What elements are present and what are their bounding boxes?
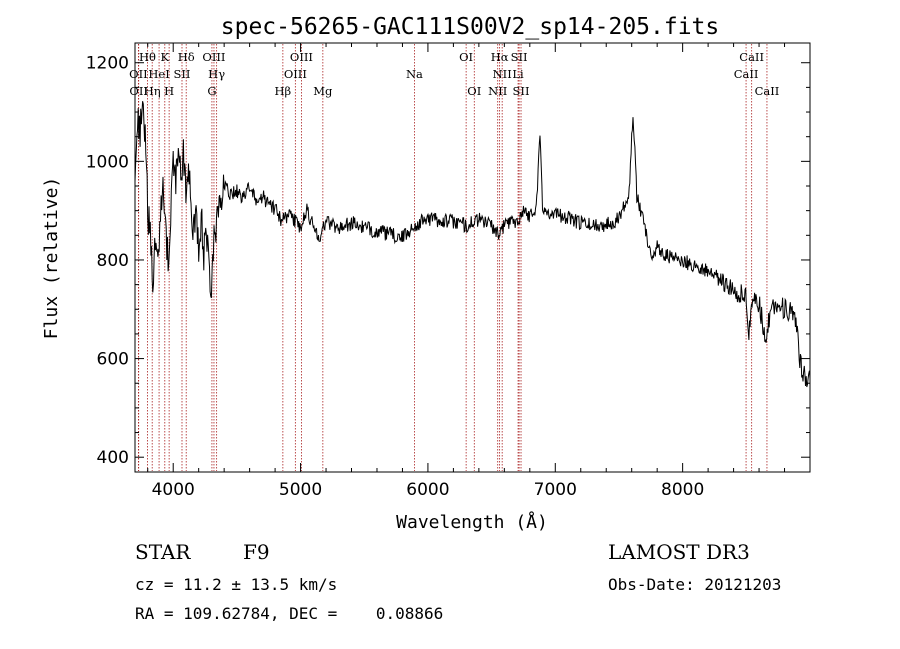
- y-tick-label: 400: [97, 448, 129, 468]
- y-tick-label: 600: [97, 350, 129, 370]
- spectral-line-label: NII: [493, 67, 512, 81]
- spectral-line-label: Na: [406, 67, 423, 81]
- spectral-line-label: Hη: [144, 84, 161, 98]
- y-tick-label: 1000: [86, 152, 129, 172]
- spectral-line-label: Hθ: [139, 50, 156, 64]
- spectral-line-label: Li: [512, 67, 524, 81]
- spectral-line-label: OII: [129, 67, 148, 81]
- x-tick-label: 7000: [534, 480, 577, 500]
- spectral-line-label: OIII: [284, 67, 307, 81]
- redshift-readout: cz = 11.2 ± 13.5 km/s: [135, 575, 338, 594]
- spectral-line-label: Mg: [313, 84, 333, 98]
- spectral-line-label: Hδ: [178, 50, 195, 64]
- x-tick-label: 6000: [406, 480, 449, 500]
- x-tick-label: 5000: [279, 480, 322, 500]
- plot-frame: [134, 42, 811, 473]
- y-tick-label: 800: [97, 251, 129, 271]
- chart-title: spec-56265-GAC111S00V2_sp14-205.fits: [221, 14, 720, 40]
- spectral-line-labels: HθOIIOIIHηHeIKHSIIHδGOIIIHγHβOIIIOIIIMgN…: [129, 50, 779, 98]
- spectral-line-label: OI: [459, 50, 473, 64]
- spectral-line-label: CaII: [755, 84, 780, 98]
- spectral-line-label: Hβ: [275, 84, 292, 98]
- spectral-line-label: K: [161, 50, 170, 64]
- y-axis-ticks: 400 600 800 1000 1200: [86, 54, 810, 468]
- spectral-line-label: OIII: [290, 50, 313, 64]
- spectral-line-label: OII: [129, 84, 148, 98]
- x-axis-label: Wavelength (Å): [396, 511, 548, 533]
- spectral-line-label: OI: [467, 84, 481, 98]
- y-axis-label: Flux (relative): [41, 177, 62, 340]
- spectral-line-label: Hα: [491, 50, 509, 64]
- spectral-line-label: H: [164, 84, 174, 98]
- spectral-line-label: NII: [488, 84, 507, 98]
- spectral-line-label: Hγ: [208, 67, 225, 81]
- y-tick-label: 1200: [86, 54, 129, 74]
- object-subclass: F9: [243, 540, 270, 564]
- spectral-line-label: G: [207, 84, 216, 98]
- spectral-line-label: HeI: [148, 67, 169, 81]
- spectrum-line: [134, 101, 811, 388]
- survey-name: LAMOST DR3: [608, 540, 750, 564]
- object-class: STAR: [135, 540, 191, 564]
- spectral-line-label: SII: [174, 67, 191, 81]
- x-axis-ticks: 4000 5000 6000 7000 8000: [147, 43, 786, 500]
- spectral-line-label: CaII: [739, 50, 764, 64]
- spectral-line-label: SII: [511, 50, 528, 64]
- spectral-line-label: SII: [513, 84, 530, 98]
- x-tick-label: 4000: [152, 480, 195, 500]
- x-tick-label: 8000: [661, 480, 704, 500]
- observation-date: Obs-Date: 20121203: [608, 575, 782, 594]
- coordinates-readout: RA = 109.62784, DEC = 0.08866: [135, 604, 444, 623]
- spectral-line-label: CaII: [734, 67, 759, 81]
- spectral-line-label: OIII: [202, 50, 225, 64]
